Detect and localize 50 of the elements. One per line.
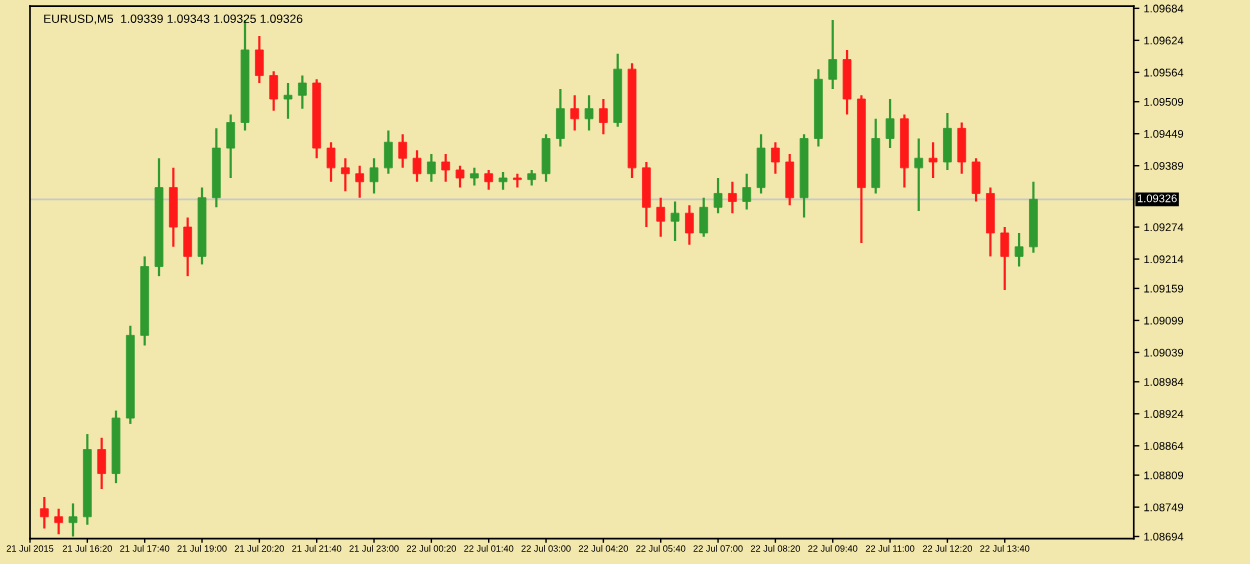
candlestick <box>842 48 852 116</box>
candlestick <box>455 164 465 189</box>
candlestick <box>928 141 938 180</box>
candlestick <box>771 141 780 175</box>
candlestick <box>341 157 350 193</box>
candlestick <box>699 196 709 238</box>
candlestick <box>326 141 336 183</box>
candlestick <box>269 70 279 112</box>
candlestick <box>254 34 264 85</box>
candlestick <box>97 436 107 491</box>
candlestick <box>283 81 293 120</box>
candlestick <box>570 94 580 132</box>
candlestick <box>1014 231 1024 268</box>
candlestick <box>742 172 752 211</box>
candlestick <box>914 137 924 213</box>
candlestick <box>828 18 838 90</box>
candlestick <box>441 152 451 183</box>
candlestick <box>427 152 436 183</box>
candlestick <box>584 94 594 132</box>
candlestick <box>297 74 307 110</box>
candlestick <box>885 97 895 150</box>
candlestick <box>484 168 494 191</box>
candlestick <box>54 507 64 536</box>
candlestick <box>599 97 608 136</box>
candlestick <box>183 216 193 278</box>
candlestick <box>642 160 651 229</box>
candlestick <box>785 152 795 207</box>
candlestick <box>398 133 408 169</box>
candlestick <box>971 157 981 203</box>
candlestick <box>957 121 967 175</box>
candlestick <box>656 196 666 238</box>
candlestick <box>728 180 737 215</box>
candlestick <box>685 204 694 246</box>
candlestick <box>384 129 393 175</box>
candlestick <box>226 113 236 180</box>
candlestick <box>556 87 565 148</box>
candlestick <box>670 200 680 243</box>
candlestick <box>541 133 551 183</box>
candlestick <box>756 133 766 195</box>
candlestick <box>1029 180 1038 254</box>
candlestick <box>68 502 78 538</box>
candlestick <box>986 186 995 258</box>
candlestick <box>713 176 723 215</box>
candlestick <box>943 111 952 172</box>
candlestick <box>39 495 49 530</box>
candlestick <box>412 149 422 183</box>
candlestick <box>355 164 365 199</box>
candlestick <box>1000 225 1010 292</box>
candlestick <box>369 157 379 195</box>
candlestick <box>168 166 178 248</box>
